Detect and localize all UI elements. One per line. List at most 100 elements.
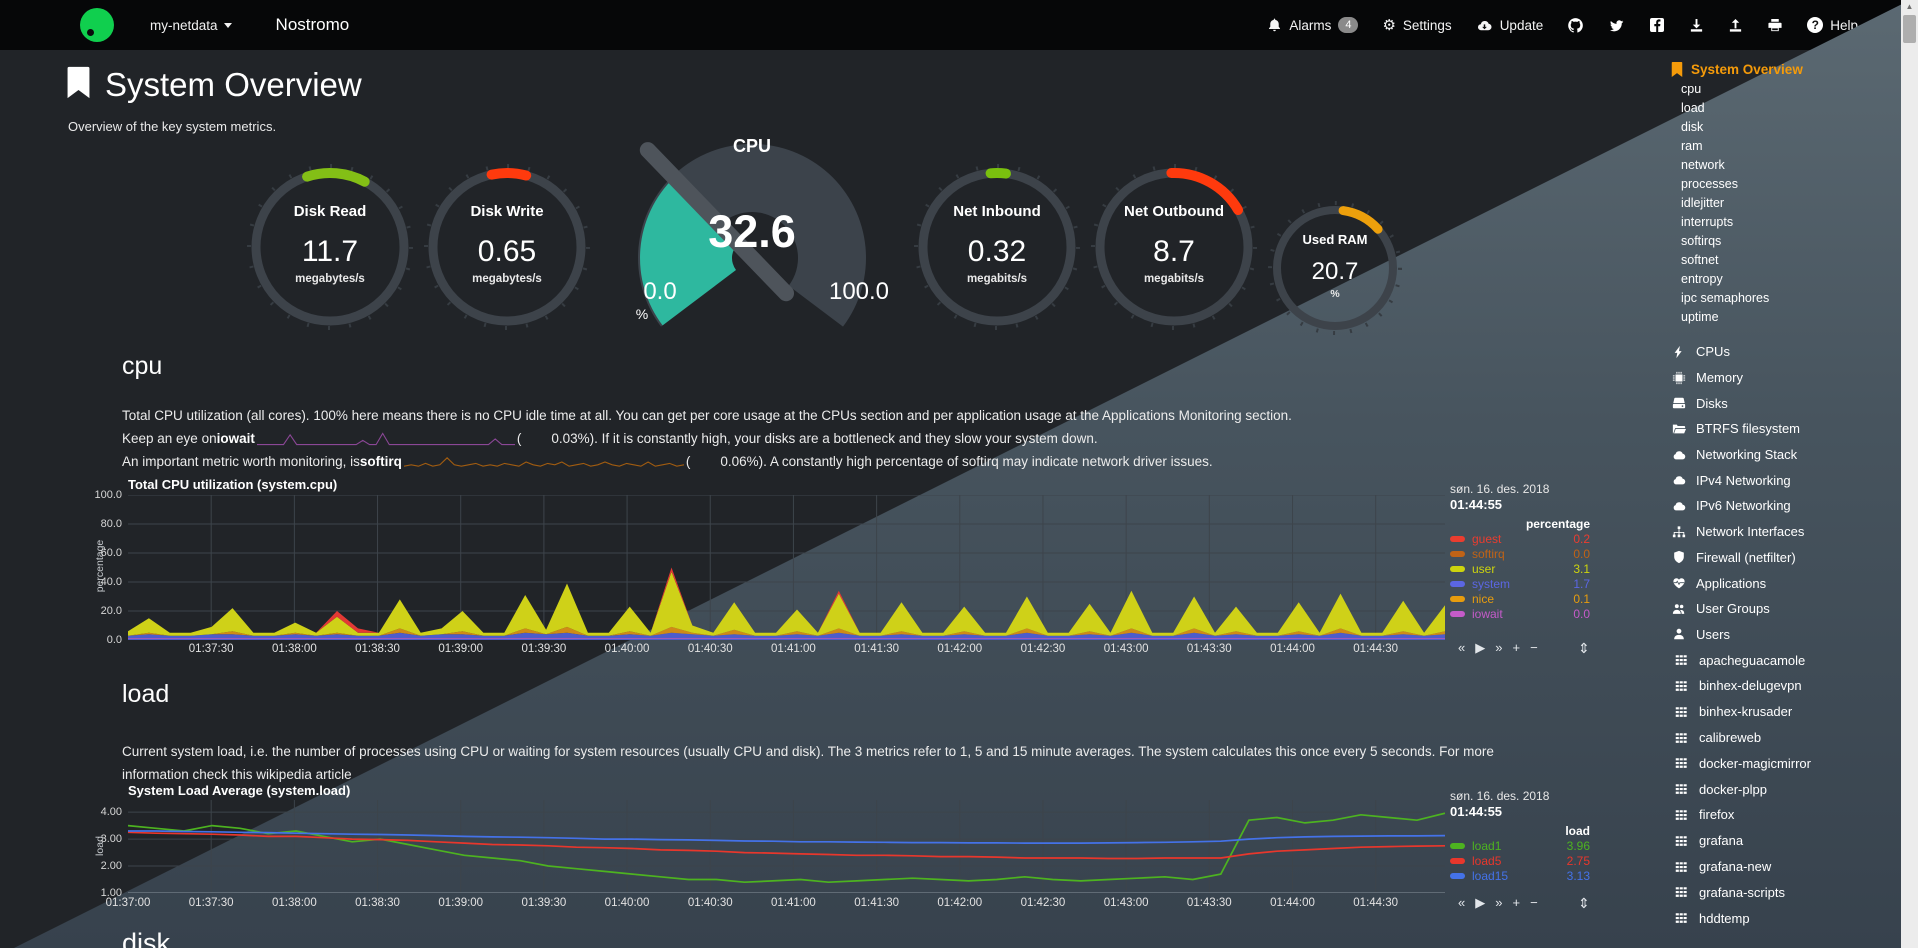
sidebar-item-binhex-delugevpn[interactable]: binhex-delugevpn (1671, 673, 1893, 699)
settings-button[interactable]: ⚙ Settings (1382, 18, 1451, 33)
cpu-chart-title: Total CPU utilization (system.cpu) (128, 477, 338, 492)
legend-swatch (1450, 610, 1465, 617)
sidebar-item-docker-plpp[interactable]: docker-plpp (1671, 776, 1893, 802)
sidebar-item-network[interactable]: network (1681, 158, 1725, 172)
print-button[interactable] (1767, 18, 1783, 33)
legend-row-user[interactable]: user 3.1 (1450, 561, 1590, 576)
legend-row-softirq[interactable]: softirq 0.0 (1450, 546, 1590, 561)
legend-row-iowait[interactable]: iowait 0.0 (1450, 606, 1590, 621)
gauge-unit: megabits/s (966, 273, 1028, 285)
sidebar-item-hddtemp[interactable]: hddtemp (1671, 905, 1893, 931)
sidebar-item-load[interactable]: load (1681, 101, 1705, 115)
sidebar-item-processes[interactable]: processes (1681, 177, 1738, 191)
icon-wrap (1673, 679, 1689, 693)
update-button[interactable]: Update (1476, 18, 1543, 33)
zoom-out-button[interactable]: − (1530, 640, 1538, 655)
load-chart-plot-area[interactable] (127, 800, 1446, 894)
sidebar-item-cpu[interactable]: cpu (1681, 82, 1702, 96)
pan-backward-button[interactable]: « (1458, 895, 1466, 910)
legend-row-system[interactable]: system 1.7 (1450, 576, 1590, 591)
pan-backward-button[interactable]: « (1458, 640, 1466, 655)
sidebar-item-applications[interactable]: Applications (1671, 570, 1893, 596)
zoom-out-button[interactable]: − (1530, 895, 1538, 910)
sidebar-item-btrfs-filesystem[interactable]: BTRFS filesystem (1671, 416, 1893, 442)
sidebar-item-idlejitter[interactable]: idlejitter (1681, 196, 1725, 210)
sidebar-item-label: IPv4 Networking (1696, 472, 1791, 488)
help-button[interactable]: ? Help (1807, 17, 1858, 33)
legend-row-guest[interactable]: guest 0.2 (1450, 531, 1590, 546)
github-button[interactable] (1567, 17, 1584, 34)
sidebar-item-entropy[interactable]: entropy (1681, 272, 1723, 286)
sidebar-item-calibreweb[interactable]: calibreweb (1671, 725, 1893, 751)
cpu-chart-resize-handle[interactable]: ⇕ (1578, 640, 1590, 656)
softirq-sparkline-chart[interactable] (403, 453, 684, 471)
sidebar-item-ipv6-networking[interactable]: IPv6 Networking (1671, 493, 1893, 519)
download-button[interactable] (1689, 18, 1704, 33)
sidebar-item-ipc-semaphores[interactable]: ipc semaphores (1681, 291, 1770, 305)
sidebar-item-softnet[interactable]: softnet (1681, 253, 1719, 267)
legend-row-nice[interactable]: nice 0.1 (1450, 591, 1590, 606)
sidebar-item-softirqs[interactable]: softirqs (1681, 234, 1722, 248)
x-axis-label: 01:40:30 (687, 897, 733, 909)
legend-row-load1[interactable]: load1 3.96 (1450, 838, 1590, 853)
legend-row-load15[interactable]: load15 3.13 (1450, 868, 1590, 883)
sidebar-item-system-overview[interactable]: System Overview (1671, 58, 1893, 80)
scrollbar-up-arrow[interactable]: ▲ (1905, 2, 1914, 11)
sidebar-item-docker-magicmirror[interactable]: docker-magicmirror (1671, 750, 1893, 776)
sidebar-item-disks[interactable]: Disks (1671, 390, 1893, 416)
sidebar-item-grafana[interactable]: grafana (1671, 828, 1893, 854)
sidebar-item-memory[interactable]: Memory (1671, 365, 1893, 391)
play-button[interactable]: ▶ (1475, 895, 1486, 910)
legend-swatch (1450, 857, 1465, 864)
sidebar-item-firefox[interactable]: firefox (1671, 802, 1893, 828)
upload-button[interactable] (1728, 18, 1743, 33)
cpu-chart-plot-area[interactable] (128, 494, 1445, 641)
load-chart-resize-handle[interactable]: ⇕ (1578, 895, 1590, 911)
sidebar-item-user-groups[interactable]: User Groups (1671, 596, 1893, 622)
x-axis-label: 01:37:00 (105, 897, 151, 909)
play-button[interactable]: ▶ (1475, 640, 1486, 655)
x-axis-label: 01:39:30 (521, 897, 567, 909)
scrollbar-thumb[interactable] (1903, 15, 1916, 43)
sidebar-item-users[interactable]: Users (1671, 622, 1893, 648)
sidebar-item-ram[interactable]: ram (1681, 139, 1703, 153)
sidebar-item-disk[interactable]: disk (1681, 120, 1704, 134)
navbar-left: my-netdata Nostromo (0, 8, 349, 42)
facebook-button[interactable] (1649, 17, 1665, 33)
alarms-button[interactable]: Alarms 4 (1267, 17, 1359, 33)
print-icon (1768, 18, 1782, 31)
x-axis-label: 01:43:30 (1186, 897, 1232, 909)
softirq-value: 0.06% (720, 454, 759, 469)
cpu-gauge-chart[interactable]: CPU 32.6 0.0 % 100.0 (612, 118, 892, 348)
gauge-used-ram[interactable]: Used RAM 20.7% (1266, 199, 1404, 337)
sidebar-item-grafana-new[interactable]: grafana-new (1671, 854, 1893, 880)
sidebar-sections: CPUs Memory Disks BTRFS filesystem Networkin… (1671, 339, 1893, 647)
sidebar-item-apacheguacamole[interactable]: apacheguacamole (1671, 647, 1893, 673)
page-scrollbar[interactable]: ▲ (1901, 0, 1918, 948)
sidebar-item-firewall-netfilter-[interactable]: Firewall (netfilter) (1671, 545, 1893, 571)
sidebar-item-interrupts[interactable]: interrupts (1681, 215, 1734, 229)
legend-row-load5[interactable]: load5 2.75 (1450, 853, 1590, 868)
sidebar-item-networking-stack[interactable]: Networking Stack (1671, 442, 1893, 468)
gauge-disk-write[interactable]: Disk Write 0.65 megabytes/s (422, 162, 592, 332)
zoom-in-button[interactable]: + (1512, 895, 1521, 910)
icon-wrap (1673, 860, 1689, 874)
gauge-net-inbound[interactable]: Net Inbound 0.32 megabits/s (912, 162, 1082, 332)
iowait-sparkline-chart[interactable] (256, 430, 515, 448)
sidebar-item-uptime[interactable]: uptime (1681, 310, 1719, 324)
sidebar-item-network-interfaces[interactable]: Network Interfaces (1671, 519, 1893, 545)
user-icon (1674, 629, 1684, 640)
gauge-net-outbound[interactable]: Net Outbound 8.7 megabits/s (1089, 162, 1259, 332)
gauge-disk-read[interactable]: Disk Read 11.7 megabytes/s (245, 162, 415, 332)
twitter-button[interactable] (1608, 18, 1625, 33)
sidebar-item-cpus[interactable]: CPUs (1671, 339, 1893, 365)
pan-forward-button[interactable]: » (1495, 640, 1503, 655)
shield-icon (1674, 551, 1684, 564)
sidebar-item-binhex-krusader[interactable]: binhex-krusader (1671, 699, 1893, 725)
sidebar-item-ipv4-networking[interactable]: IPv4 Networking (1671, 467, 1893, 493)
pan-forward-button[interactable]: » (1495, 895, 1503, 910)
netdata-logo-icon[interactable] (80, 8, 114, 42)
zoom-in-button[interactable]: + (1512, 640, 1521, 655)
sidebar-item-grafana-scripts[interactable]: grafana-scripts (1671, 879, 1893, 905)
host-dropdown[interactable]: my-netdata (150, 18, 232, 33)
